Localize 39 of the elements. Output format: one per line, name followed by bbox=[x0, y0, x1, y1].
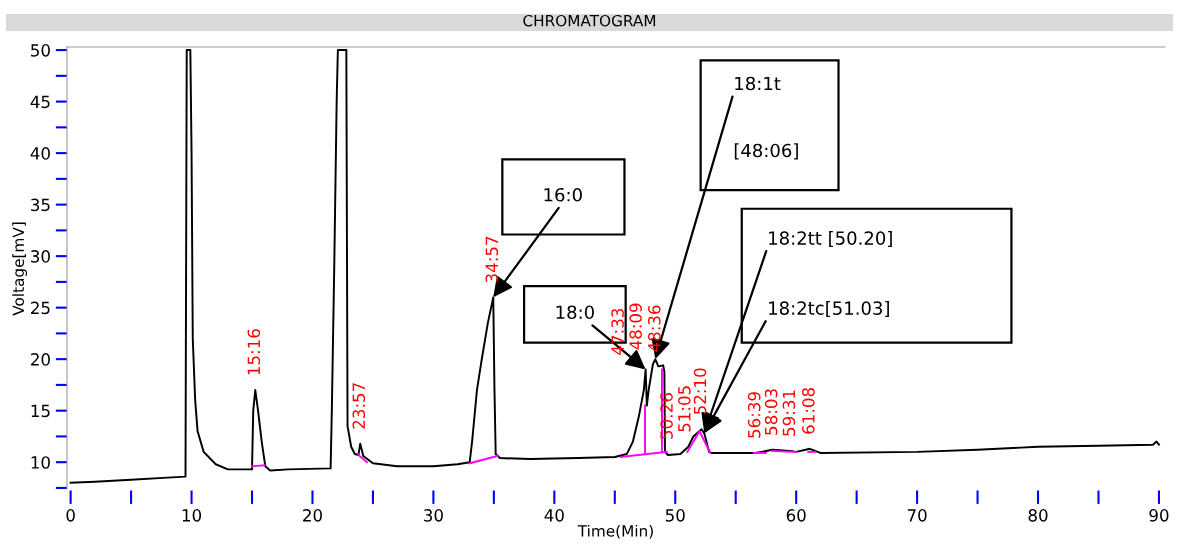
annotation: 18:0 bbox=[556, 305, 594, 320]
annotation: 18:2tc[51.03] bbox=[769, 300, 889, 318]
chart-title: CHROMATOGRAM bbox=[523, 14, 656, 27]
y-tick-label: 20 bbox=[31, 353, 50, 366]
x-tick-label: 50 bbox=[665, 509, 685, 522]
y-tick-label: 40 bbox=[30, 147, 50, 160]
y-axis-title: Voltage[mV] bbox=[12, 222, 28, 316]
annotation: 56:39 bbox=[747, 392, 761, 438]
x-tick-label: 90 bbox=[1149, 509, 1169, 522]
y-tick-label: 45 bbox=[30, 95, 50, 109]
annotation: 23:57 bbox=[352, 383, 366, 429]
x-tick-label: 20 bbox=[303, 509, 322, 522]
annotation: 15:16 bbox=[247, 329, 261, 375]
annotation: 50:26 bbox=[660, 393, 673, 439]
x-tick-label: 60 bbox=[786, 509, 806, 522]
annotation: 58:03 bbox=[764, 389, 778, 435]
annotation: 61:08 bbox=[802, 388, 815, 434]
y-tick-label: 35 bbox=[31, 198, 50, 212]
annotation: 52:10 bbox=[693, 368, 707, 415]
x-tick-label: 40 bbox=[544, 509, 564, 522]
annotation: 59:31 bbox=[782, 390, 796, 436]
annotation: 48:36 bbox=[648, 305, 661, 352]
x-tick-label: 80 bbox=[1028, 509, 1048, 522]
y-tick-label: 10 bbox=[31, 456, 50, 469]
annotation: 51:05 bbox=[678, 386, 691, 432]
y-tick-label: 30 bbox=[31, 250, 50, 263]
y-tick-label: 15 bbox=[31, 404, 50, 418]
x-tick-label: 30 bbox=[424, 509, 443, 522]
y-tick-label: 50 bbox=[31, 44, 50, 57]
x-tick-label: 10 bbox=[182, 509, 202, 522]
x-axis-title: Time(Min) bbox=[577, 524, 653, 539]
annotation: 18:1t bbox=[735, 76, 781, 91]
x-tick-label: 0 bbox=[66, 509, 75, 522]
annotation: 16:0 bbox=[544, 187, 582, 202]
annotation: 34:57 bbox=[485, 236, 499, 283]
annotation: 18:2tt [50.20] bbox=[769, 230, 892, 248]
annotation: [48:06] bbox=[734, 143, 798, 160]
x-tick-label: 70 bbox=[907, 509, 927, 522]
y-tick-label: 25 bbox=[31, 301, 50, 315]
